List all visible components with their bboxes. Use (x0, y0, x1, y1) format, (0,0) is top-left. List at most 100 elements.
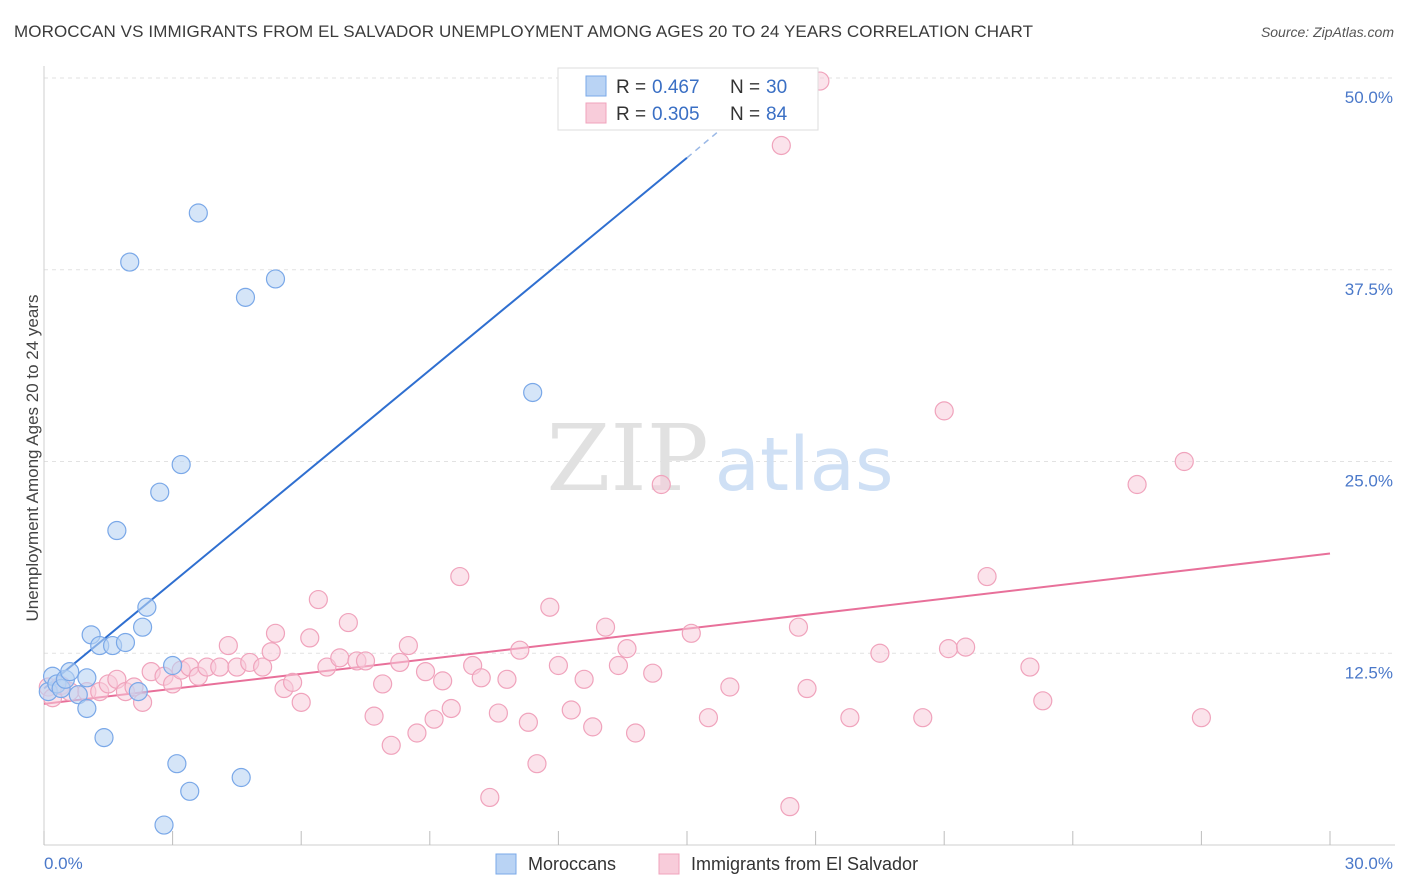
point-el-salvador (595, 617, 616, 637)
point-el-salvador (617, 639, 637, 659)
point-el-salvador (261, 642, 281, 662)
point-el-salvador (797, 678, 817, 699)
point-moroccans (154, 815, 174, 835)
point-el-salvador (510, 640, 530, 660)
chart-title: MOROCCAN VS IMMIGRANTS FROM EL SALVADOR … (14, 22, 1034, 41)
point-el-salvador (583, 717, 603, 737)
y-tick-label: 12.5% (1345, 663, 1393, 682)
point-el-salvador (291, 692, 311, 712)
point-el-salvador (497, 669, 517, 689)
point-el-salvador (870, 643, 890, 663)
stats-r-label-2: R = (616, 104, 646, 125)
point-el-salvador (956, 637, 976, 657)
point-el-salvador (433, 671, 453, 691)
point-moroccans (231, 767, 251, 788)
point-el-salvador (1174, 451, 1194, 472)
axes (43, 66, 1395, 846)
point-moroccans (60, 662, 80, 682)
point-el-salvador (840, 708, 860, 728)
point-el-salvador (681, 623, 701, 643)
point-moroccans (132, 617, 153, 637)
point-moroccans (128, 681, 148, 702)
point-moroccans (137, 597, 157, 617)
y-tick-label: 50.0% (1345, 88, 1393, 107)
point-el-salvador (608, 655, 629, 676)
point-el-salvador (698, 708, 719, 728)
stats-swatch-el-salvador (585, 102, 607, 124)
stats-box: R = 0.467 N = 30 R = 0.305 N = 84 (557, 67, 819, 131)
point-el-salvador (651, 474, 671, 495)
x-tick-label-max: 30.0% (1345, 854, 1393, 873)
point-moroccans (188, 203, 208, 223)
grid-lines (44, 77, 1395, 654)
x-tick-labels: 0.0% 30.0% (44, 854, 1393, 873)
point-el-salvador (218, 635, 238, 656)
point-el-salvador (1191, 708, 1212, 728)
trendlines (43, 85, 1331, 705)
point-el-salvador (355, 651, 376, 671)
point-el-salvador (720, 677, 740, 697)
point-el-salvador (373, 674, 393, 694)
point-moroccans (167, 754, 187, 774)
point-el-salvador (1020, 657, 1040, 677)
point-moroccans (523, 382, 543, 403)
point-el-salvador (210, 657, 230, 677)
point-el-salvador (788, 617, 809, 637)
stats-n-value-el-salvador: 84 (766, 104, 788, 125)
point-moroccans (120, 252, 140, 272)
point-el-salvador (283, 672, 303, 692)
stats-r-value-moroccans: 0.467 (652, 77, 700, 98)
series-moroccans-points (38, 203, 543, 835)
point-el-salvador (265, 623, 286, 643)
point-el-salvador (398, 635, 418, 656)
point-el-salvador (518, 712, 538, 732)
point-el-salvador (308, 589, 328, 610)
point-el-salvador (540, 597, 560, 617)
y-tick-label: 37.5% (1345, 280, 1393, 299)
point-el-salvador (938, 639, 959, 659)
point-moroccans (163, 655, 183, 676)
point-el-salvador (441, 698, 461, 719)
point-el-salvador (338, 612, 358, 633)
point-el-salvador (407, 723, 427, 743)
point-el-salvador (390, 652, 410, 673)
stats-n-label-2: N = (730, 104, 760, 125)
point-el-salvador (625, 723, 646, 743)
point-moroccans (235, 287, 256, 307)
point-el-salvador (977, 566, 997, 587)
point-el-salvador (300, 628, 320, 648)
point-el-salvador (1033, 691, 1053, 711)
legend-swatch-moroccans (495, 853, 517, 875)
y-axis-label: Unemployment Among Ages 20 to 24 years (23, 295, 42, 622)
point-el-salvador (561, 700, 581, 720)
point-el-salvador (330, 648, 350, 668)
series-el-salvador-points (38, 71, 1212, 817)
point-el-salvador (527, 754, 547, 774)
point-moroccans (180, 781, 200, 801)
watermark-atlas: atlas (715, 422, 894, 508)
point-el-salvador (381, 735, 401, 755)
point-el-salvador (488, 703, 508, 723)
y-tick-label: 25.0% (1345, 472, 1393, 491)
point-el-salvador (364, 706, 384, 726)
point-el-salvador (450, 566, 470, 587)
stats-n-label-1: N = (730, 77, 760, 98)
point-el-salvador (574, 669, 594, 689)
point-el-salvador (643, 663, 663, 683)
stats-n-value-moroccans: 30 (766, 77, 787, 98)
point-el-salvador (424, 709, 444, 729)
point-moroccans (265, 269, 286, 289)
point-moroccans (94, 728, 114, 748)
point-moroccans (77, 668, 97, 688)
point-el-salvador (480, 787, 500, 808)
point-el-salvador (780, 797, 800, 817)
point-el-salvador (471, 668, 491, 688)
point-moroccans (115, 632, 136, 653)
point-moroccans (107, 520, 127, 541)
watermark-zip: ZIP (547, 405, 709, 512)
legend: Moroccans Immigrants from El Salvador (495, 853, 918, 875)
legend-swatch-el-salvador (658, 853, 680, 875)
point-el-salvador (1127, 474, 1147, 495)
y-tick-labels: 12.5% 25.0% 37.5% 50.0% (1345, 88, 1393, 682)
